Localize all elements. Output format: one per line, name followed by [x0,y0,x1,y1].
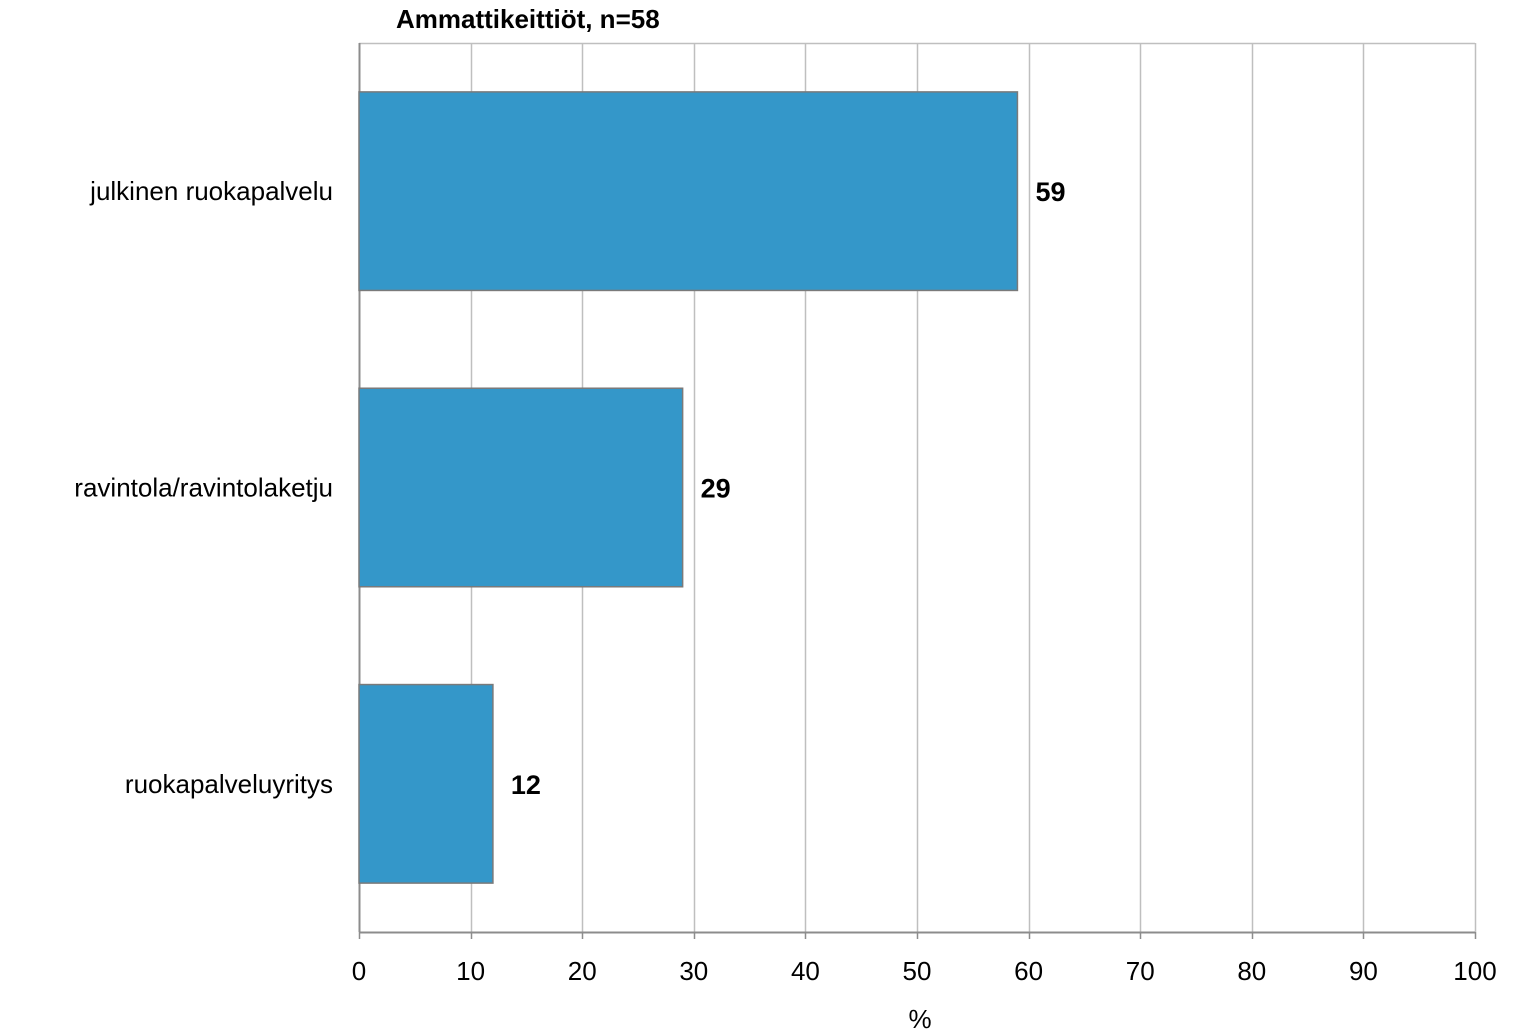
category-label: ravintola/ravintolaketju [74,473,333,503]
x-tick-label: 50 [903,956,932,986]
bar-0 [358,91,1019,292]
x-tick-label: 10 [456,956,485,986]
x-tick-label: 0 [352,956,366,986]
data-label: 12 [511,770,541,800]
x-tick-label: 40 [791,956,820,986]
bars [358,91,1019,884]
x-tick-label: 80 [1237,956,1266,986]
data-label: 59 [1035,177,1065,207]
chart-title: Ammattikeittiöt, n=58 [396,4,660,34]
bar-1 [358,387,684,588]
x-tick-label: 30 [679,956,708,986]
data-label: 29 [701,474,731,504]
labels: 0 10 20 30 40 50 60 70 80 90 100 julkinen ruokapalv… [74,176,1496,986]
bar-2 [358,683,494,884]
x-axis-label: % [908,1004,931,1033]
category-label: ruokapalveluyritys [125,769,333,799]
x-tick-label: 100 [1453,956,1496,986]
x-tick-label: 90 [1349,956,1378,986]
x-tick-label: 70 [1126,956,1155,986]
category-label: julkinen ruokapalvelu [89,176,333,206]
x-tick-label: 60 [1014,956,1043,986]
x-tick-label: 20 [568,956,597,986]
